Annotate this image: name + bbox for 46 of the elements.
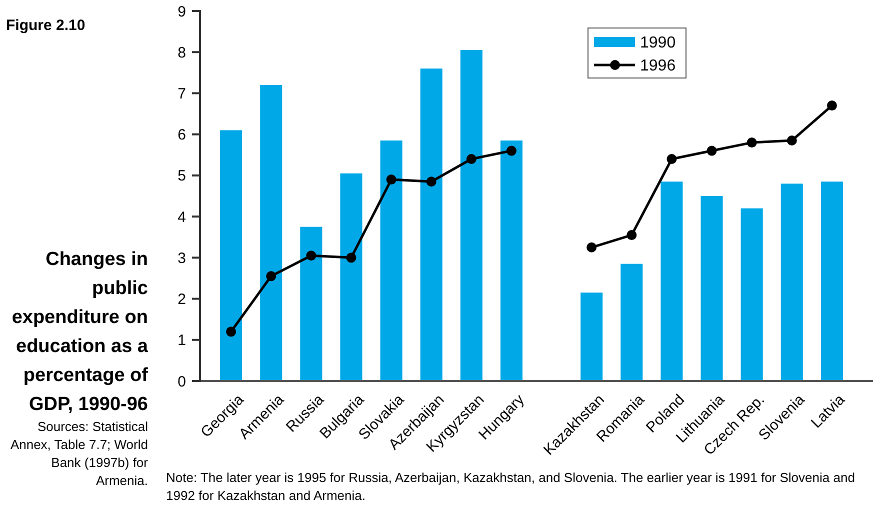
text: Changes in public expenditure on education as a percentage of GDP, 1990-96 xyxy=(12,249,149,415)
y-tick-label: 6 xyxy=(178,126,186,144)
caption: Figure 2.10 xyxy=(6,17,86,34)
y-tick-label: 5 xyxy=(178,168,186,185)
bar xyxy=(500,140,522,381)
bar xyxy=(820,182,843,381)
y-tick-label: 2 xyxy=(178,291,186,308)
y-tick-label: 3 xyxy=(178,250,186,267)
y-tick-label: 7 xyxy=(178,85,186,102)
point xyxy=(226,326,236,337)
point xyxy=(666,154,677,164)
point xyxy=(826,100,837,111)
point xyxy=(426,176,436,187)
point xyxy=(466,154,476,164)
bar xyxy=(700,196,723,381)
y-tick-label: 9 xyxy=(178,3,186,20)
y-tick-label: 0 xyxy=(178,373,186,390)
bar xyxy=(380,140,402,381)
bar xyxy=(340,173,362,381)
bar xyxy=(580,292,603,381)
text: Note: The later year is 1995 for Russia, Azerbaijan, Kazakhstan, and Slovenia. The earlier year is 1991 for Slovenia and 1992 for Kazakhstan and Armenia. xyxy=(166,470,855,503)
point xyxy=(746,138,757,148)
point xyxy=(626,230,637,240)
legend-label: 1990 xyxy=(640,34,676,52)
point xyxy=(346,252,356,263)
legend-label: 1996 xyxy=(640,58,676,75)
bar xyxy=(660,182,683,381)
bar xyxy=(620,264,643,381)
y-tick-label: 8 xyxy=(178,44,186,62)
source-note: Sources: Statistical Annex, Table 7.7; World Bank (1997b) for Armenia. xyxy=(10,419,149,488)
y-tick-label: 4 xyxy=(178,208,186,226)
point xyxy=(706,146,717,156)
point xyxy=(786,136,797,146)
bar xyxy=(300,226,322,381)
bar xyxy=(740,208,763,381)
bar xyxy=(780,184,803,381)
bar xyxy=(220,130,242,381)
bar xyxy=(420,68,442,381)
bar xyxy=(460,50,482,381)
point xyxy=(386,174,396,185)
point xyxy=(506,146,516,156)
y-tick-label: 1 xyxy=(178,332,186,350)
point xyxy=(266,271,276,282)
point xyxy=(586,242,597,252)
point xyxy=(306,250,316,261)
bar xyxy=(260,85,282,381)
